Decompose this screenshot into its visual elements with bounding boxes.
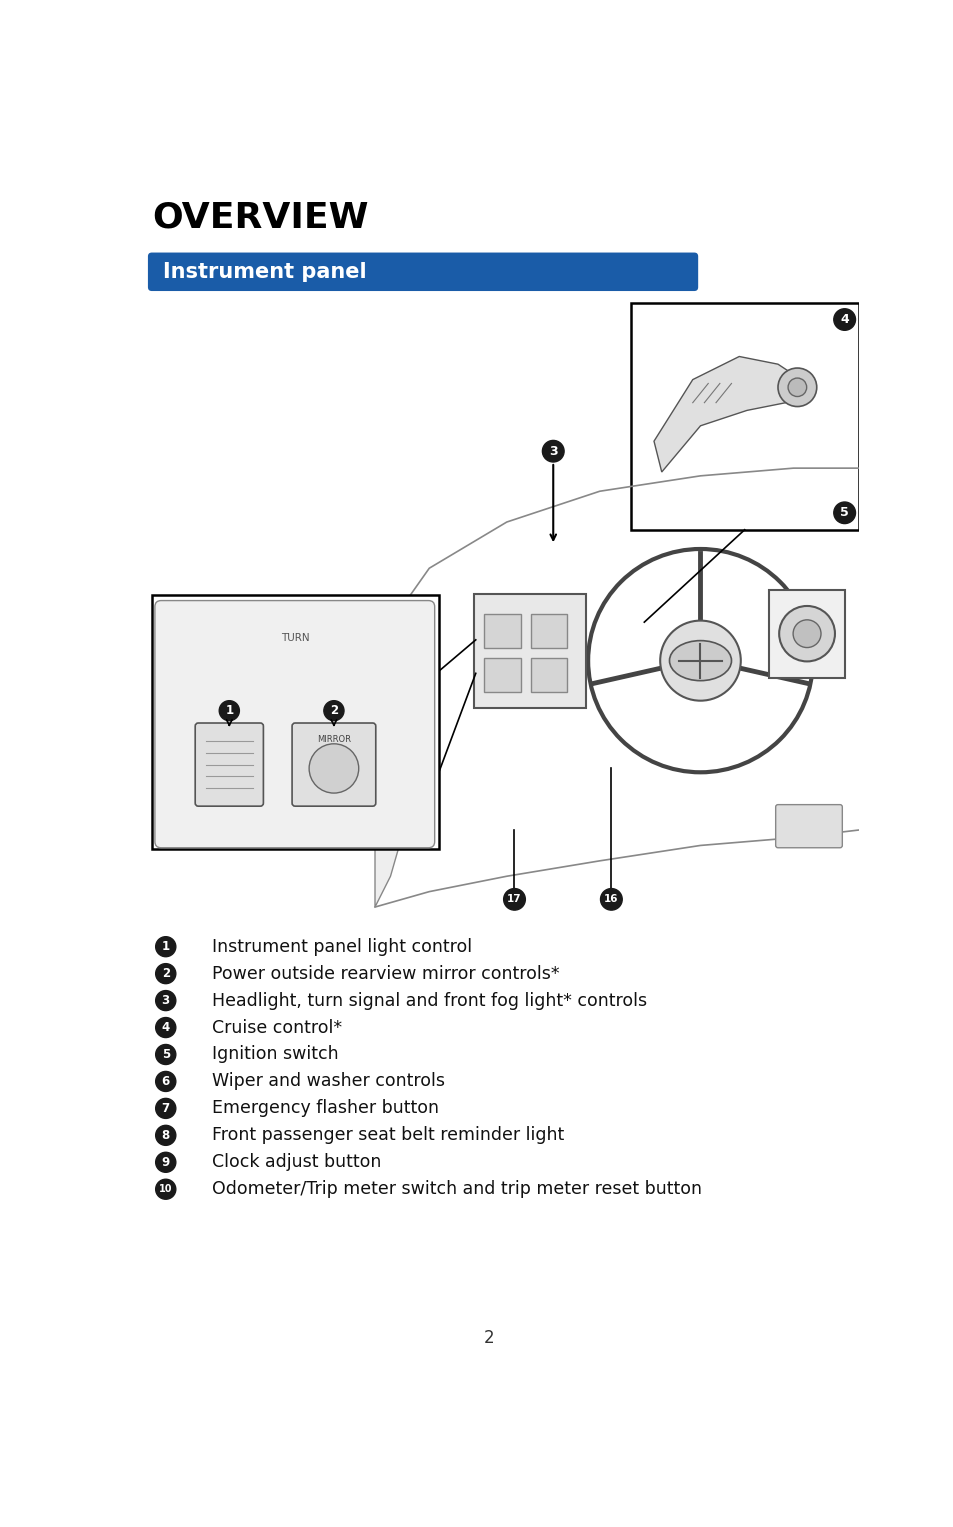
FancyBboxPatch shape	[474, 594, 585, 709]
Text: 9: 9	[161, 1156, 170, 1168]
Text: 3: 3	[548, 444, 557, 458]
Text: 5: 5	[840, 507, 848, 519]
Text: 6: 6	[161, 1075, 170, 1087]
Circle shape	[155, 1072, 175, 1092]
Text: 1: 1	[161, 941, 170, 953]
Circle shape	[833, 502, 855, 524]
Text: 17: 17	[507, 895, 521, 904]
Circle shape	[155, 1179, 175, 1199]
Text: 2: 2	[161, 967, 170, 980]
Circle shape	[779, 606, 834, 661]
Text: Wiper and washer controls: Wiper and washer controls	[212, 1072, 445, 1090]
FancyBboxPatch shape	[630, 302, 858, 530]
Text: Ignition switch: Ignition switch	[212, 1046, 338, 1063]
Text: Front passenger seat belt reminder light: Front passenger seat belt reminder light	[212, 1127, 564, 1144]
Text: Odometer/Trip meter switch and trip meter reset button: Odometer/Trip meter switch and trip mete…	[212, 1180, 701, 1199]
FancyBboxPatch shape	[292, 722, 375, 806]
Text: MIRROR: MIRROR	[316, 736, 351, 745]
Text: 16: 16	[603, 895, 618, 904]
Ellipse shape	[669, 641, 731, 681]
Circle shape	[599, 889, 621, 910]
Circle shape	[309, 744, 358, 793]
FancyBboxPatch shape	[195, 722, 263, 806]
Circle shape	[155, 1017, 175, 1037]
FancyBboxPatch shape	[484, 614, 520, 647]
Circle shape	[659, 620, 740, 701]
Text: 2: 2	[483, 1328, 494, 1347]
Text: 2: 2	[330, 704, 337, 718]
Text: Cruise control*: Cruise control*	[212, 1019, 342, 1037]
Circle shape	[155, 1098, 175, 1118]
FancyBboxPatch shape	[405, 802, 418, 817]
Text: TURN: TURN	[280, 632, 309, 643]
Circle shape	[155, 1153, 175, 1173]
Text: 8: 8	[161, 1128, 170, 1142]
Text: 1: 1	[225, 704, 233, 718]
Text: Instrument panel: Instrument panel	[162, 261, 366, 282]
Circle shape	[542, 440, 563, 463]
Text: 5: 5	[161, 1048, 170, 1061]
FancyBboxPatch shape	[775, 805, 841, 847]
Circle shape	[778, 368, 816, 406]
Circle shape	[155, 1125, 175, 1145]
Text: Headlight, turn signal and front fog light* controls: Headlight, turn signal and front fog lig…	[212, 991, 647, 1009]
Text: 4: 4	[840, 313, 848, 327]
Circle shape	[155, 964, 175, 983]
Polygon shape	[537, 649, 587, 669]
Circle shape	[787, 379, 806, 397]
Text: 10: 10	[159, 1185, 172, 1194]
Text: 3: 3	[161, 994, 170, 1008]
Circle shape	[323, 701, 344, 721]
Polygon shape	[375, 614, 421, 907]
FancyBboxPatch shape	[390, 759, 403, 774]
Circle shape	[155, 1044, 175, 1064]
Text: Emergency flasher button: Emergency flasher button	[212, 1099, 438, 1118]
FancyBboxPatch shape	[768, 589, 844, 678]
FancyBboxPatch shape	[148, 252, 698, 292]
FancyBboxPatch shape	[154, 600, 435, 847]
FancyBboxPatch shape	[381, 738, 395, 753]
Circle shape	[833, 308, 855, 330]
FancyBboxPatch shape	[530, 658, 567, 692]
Circle shape	[503, 889, 525, 910]
Text: 4: 4	[161, 1022, 170, 1034]
FancyBboxPatch shape	[484, 658, 520, 692]
Text: Instrument panel light control: Instrument panel light control	[212, 938, 472, 956]
FancyBboxPatch shape	[397, 780, 411, 796]
Circle shape	[792, 620, 821, 647]
Circle shape	[155, 936, 175, 957]
Text: Power outside rearview mirror controls*: Power outside rearview mirror controls*	[212, 965, 559, 983]
FancyBboxPatch shape	[530, 614, 567, 647]
Text: Clock adjust button: Clock adjust button	[212, 1153, 381, 1171]
Text: 7: 7	[161, 1102, 170, 1115]
Circle shape	[155, 991, 175, 1011]
FancyBboxPatch shape	[152, 596, 438, 849]
Polygon shape	[654, 356, 801, 472]
Circle shape	[219, 701, 239, 721]
Text: OVERVIEW: OVERVIEW	[152, 202, 368, 235]
